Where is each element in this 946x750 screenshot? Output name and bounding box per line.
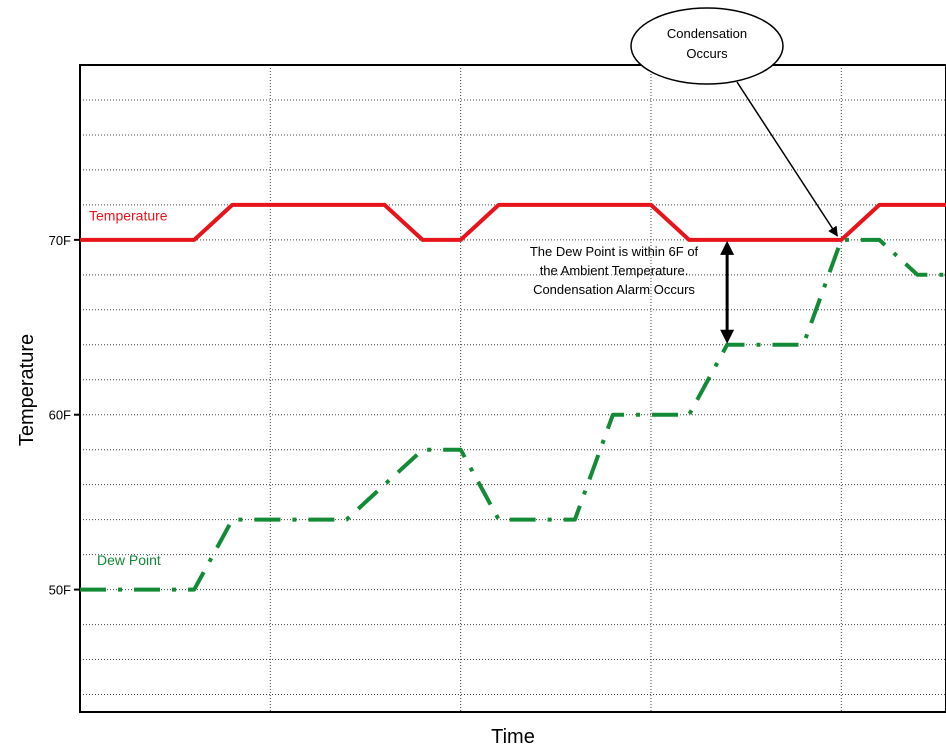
dew-gap-arrow-head-bottom [720, 329, 735, 344]
y-tick-label: 50F [49, 583, 71, 598]
dew-point-series-label: Dew Point [97, 552, 161, 568]
condensation-callout-text: Condensation [667, 26, 747, 41]
dew-note-line: The Dew Point is within 6F of [530, 244, 699, 259]
dew-note-line: the Ambient Temperature. [540, 263, 689, 278]
series-lines [80, 202, 946, 592]
y-tick-label: 60F [49, 408, 71, 423]
y-axis-title: Temperature [16, 334, 38, 446]
dew-gap-arrow-head-top [720, 240, 735, 255]
x-axis-title: Time [491, 726, 535, 748]
dew-point-line [80, 237, 946, 592]
dew-note-line: Condensation Alarm Occurs [533, 282, 695, 297]
y-tick-label: 70F [49, 233, 71, 248]
temperature-series-label: Temperature [89, 208, 168, 224]
condensation-callout-bubble [630, 7, 784, 85]
condensation-callout-arrow [736, 81, 838, 237]
grid-lines [80, 65, 946, 712]
y-axis-ticks: 50F 60F 70F [49, 233, 80, 598]
plot-frame [79, 64, 946, 713]
condensation-callout-text: Occurs [686, 46, 728, 61]
temperature-line [80, 202, 946, 242]
annotations: Temperature Dew Point The Dew Point is wit… [89, 7, 838, 568]
